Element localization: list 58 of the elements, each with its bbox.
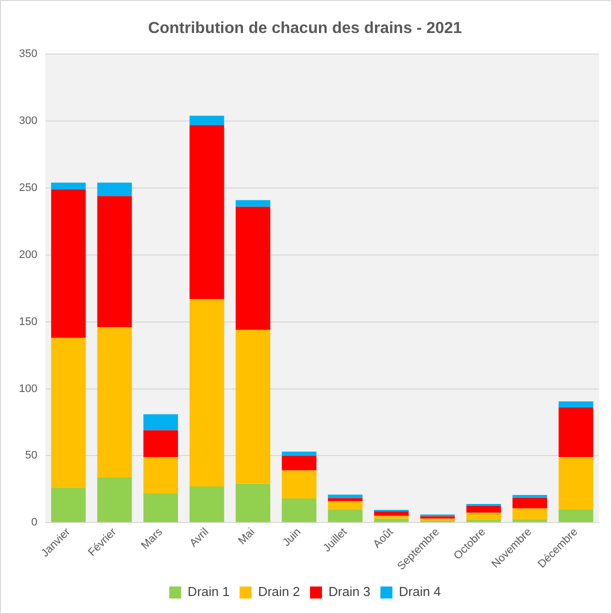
bar	[97, 196, 132, 328]
y-tick-label: 0	[31, 516, 38, 529]
bar	[466, 512, 501, 520]
bar	[97, 182, 132, 196]
bar	[328, 509, 363, 522]
bar	[512, 495, 548, 498]
bar	[190, 486, 224, 522]
y-tick-label: 200	[18, 248, 38, 261]
x-tick-label: Juin	[280, 526, 304, 549]
chart-title: Contribution de chacun des drains - 2021	[148, 20, 462, 38]
bar	[97, 477, 132, 522]
bar	[190, 299, 224, 486]
bar	[282, 452, 316, 456]
bar	[512, 519, 548, 522]
legend-label: Drain 2	[258, 584, 300, 600]
bar	[374, 511, 409, 516]
bar	[512, 508, 548, 520]
bar	[420, 516, 455, 519]
bar	[374, 516, 409, 519]
y-tick-label: 150	[18, 316, 38, 328]
bar	[190, 116, 224, 126]
bar	[558, 401, 594, 408]
legend-label: Drain 4	[398, 584, 441, 600]
bar	[51, 189, 86, 338]
bar	[558, 408, 594, 458]
bar	[143, 493, 178, 522]
legend-label: Drain 3	[328, 584, 370, 600]
legend-label: Drain 1	[188, 584, 230, 600]
bar	[512, 498, 548, 508]
bar	[236, 330, 270, 484]
y-tick-label: 250	[18, 182, 38, 194]
bar	[143, 457, 178, 494]
bar	[51, 338, 86, 488]
bar	[236, 206, 270, 330]
y-tick-label: 100	[18, 382, 38, 395]
bar	[51, 182, 86, 190]
bar	[374, 518, 409, 522]
bar	[143, 414, 178, 430]
bar	[328, 501, 363, 510]
bar	[466, 506, 501, 513]
bar	[558, 509, 594, 522]
bar	[282, 470, 316, 499]
y-tick-label: 300	[18, 115, 38, 128]
bar	[328, 494, 363, 498]
bar	[328, 498, 363, 502]
y-tick-label: 50	[25, 450, 38, 462]
bar	[190, 125, 224, 300]
y-tick-label: 350	[18, 48, 38, 60]
bar	[97, 327, 132, 478]
bar	[466, 520, 501, 522]
bar	[143, 430, 178, 458]
bar	[51, 488, 86, 522]
x-tick-label: Mai	[236, 526, 258, 548]
bar	[558, 457, 594, 510]
bar	[236, 200, 270, 207]
bar	[282, 498, 316, 522]
bar	[282, 456, 316, 470]
bar	[236, 484, 270, 522]
